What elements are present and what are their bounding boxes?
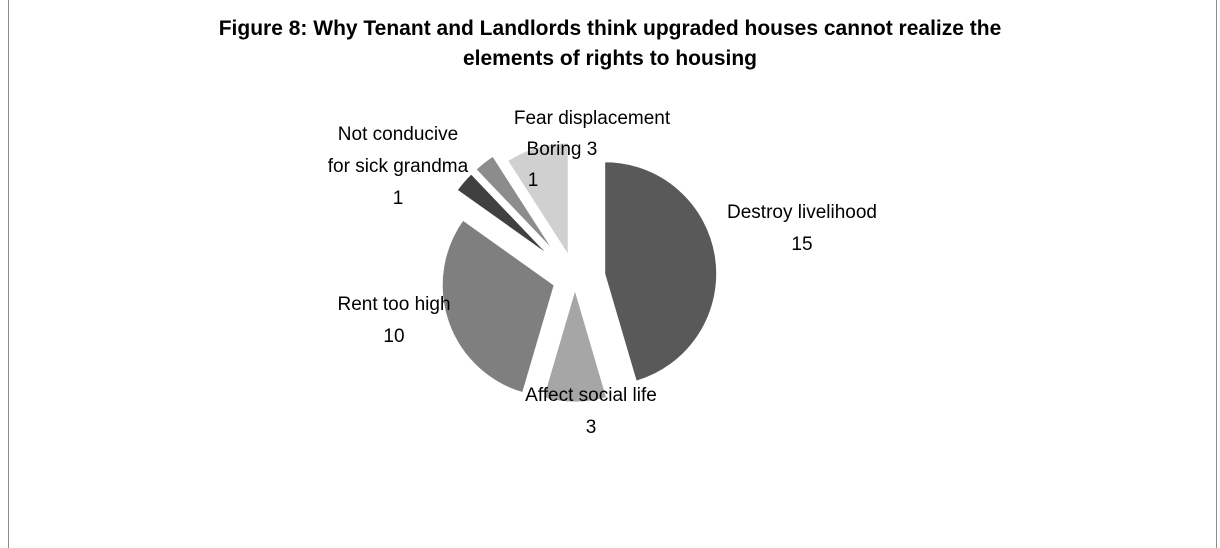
slice-label: for sick grandma xyxy=(328,156,469,177)
pie-slice xyxy=(441,219,555,394)
slice-label: Destroy livelihood xyxy=(727,202,877,223)
pie-slice xyxy=(506,142,569,257)
slice-label: Affect social life xyxy=(525,385,657,406)
slice-value-label: 10 xyxy=(383,326,404,347)
chart-frame xyxy=(8,0,1217,548)
pie-slice xyxy=(604,161,718,382)
pie-slice xyxy=(456,173,549,256)
slice-value-label: 3 xyxy=(587,139,598,160)
slice-label: Boring xyxy=(527,139,582,160)
pie-slice xyxy=(542,288,608,403)
chart-title-line-1: Figure 8: Why Tenant and Landlords think… xyxy=(218,17,1002,40)
slice-label: Not conducive xyxy=(338,124,458,145)
slice-value-label: 15 xyxy=(791,234,812,255)
chart-title-line-2: elements of rights to housing xyxy=(462,47,757,70)
slice-label: Fear displacement xyxy=(514,108,671,129)
slice-value-label: 1 xyxy=(528,170,539,191)
chart-title: Figure 8: Why Tenant and Landlords think… xyxy=(0,14,1220,74)
pie-slice xyxy=(475,155,554,251)
slice-value-label: 1 xyxy=(393,188,404,209)
slice-label: Rent too high xyxy=(337,294,450,315)
slice-value-label: 3 xyxy=(586,417,597,438)
